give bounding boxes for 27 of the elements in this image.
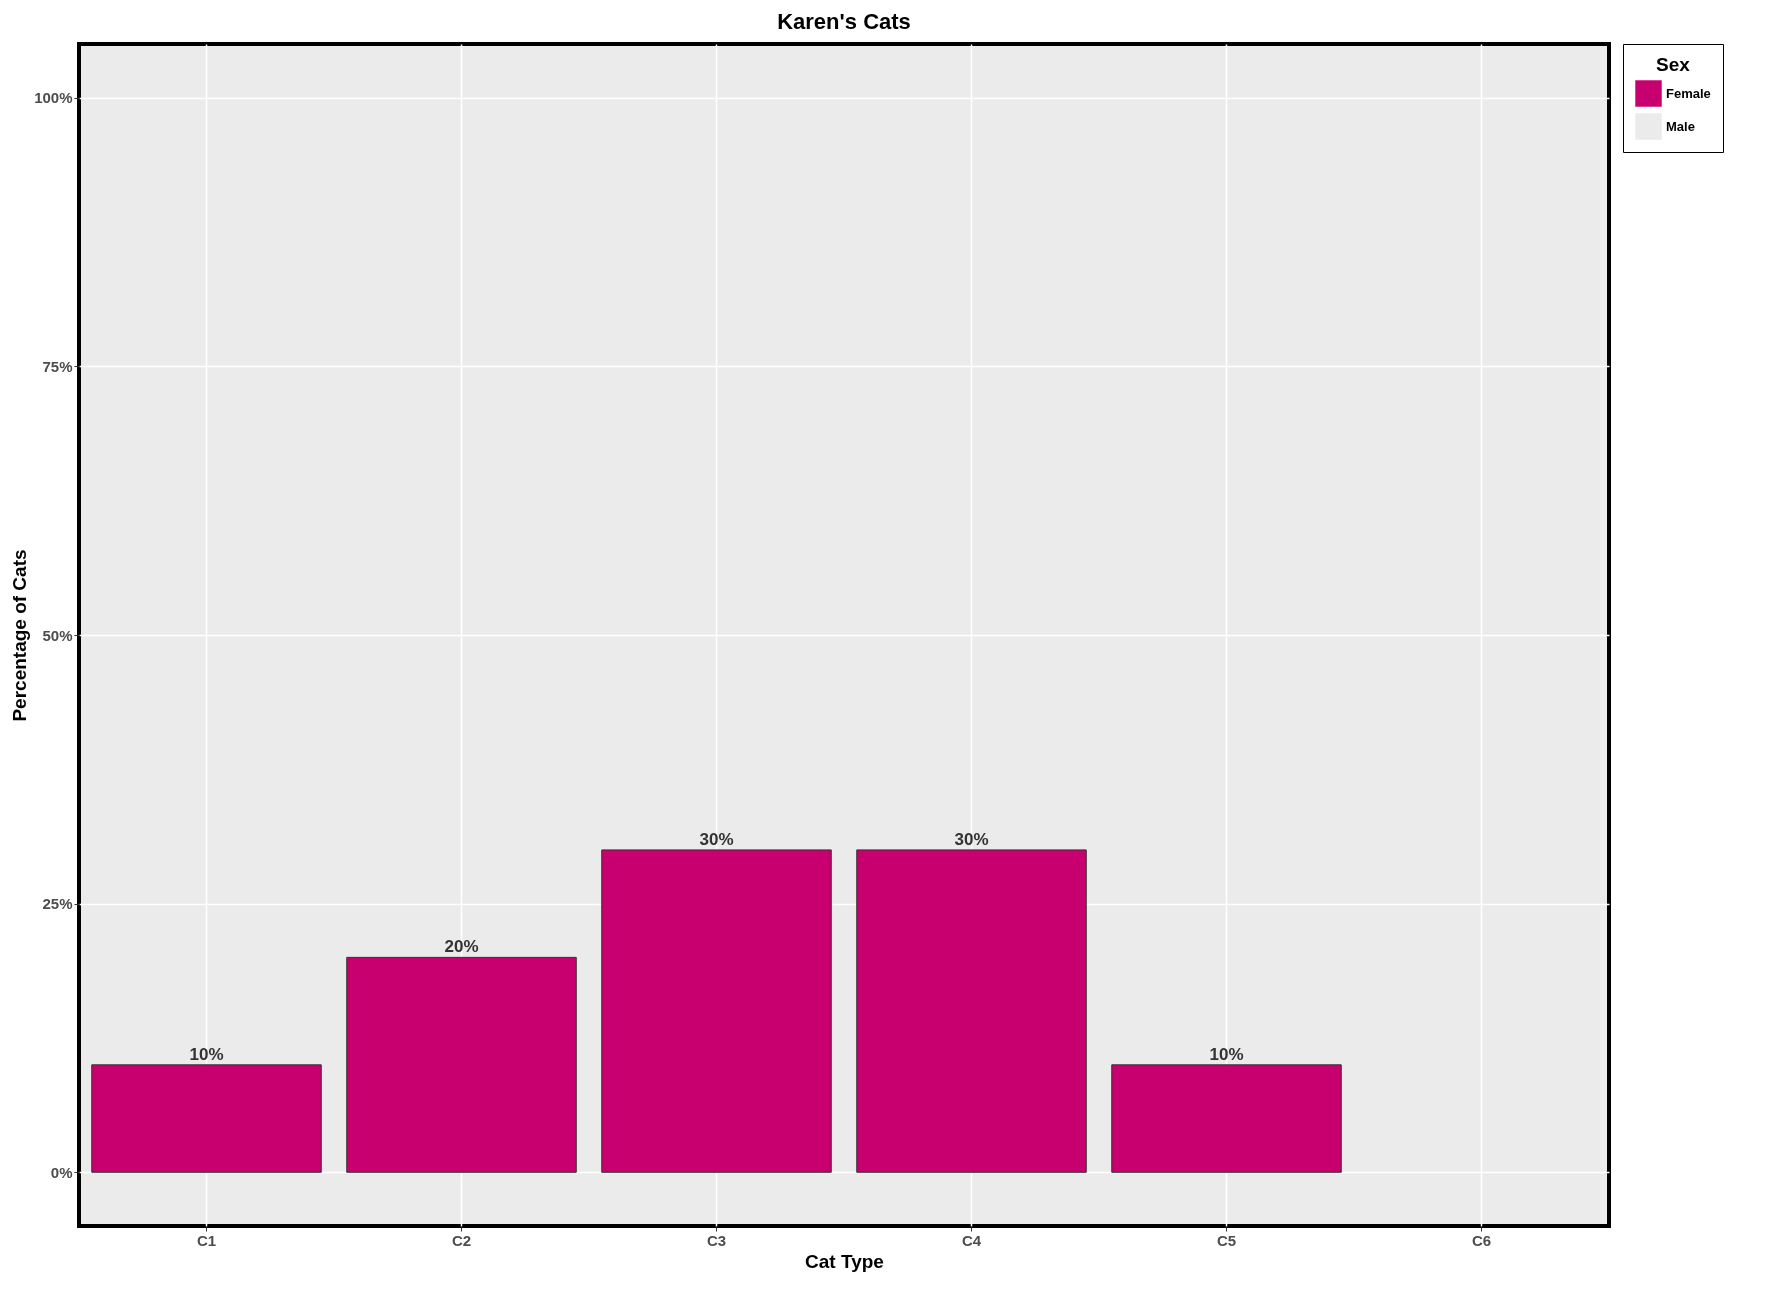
- y-tick-label: 100%: [34, 89, 73, 107]
- data-label: 30%: [954, 829, 989, 849]
- legend-title: Sex: [1656, 54, 1691, 75]
- x-tick-label: C3: [706, 1231, 727, 1249]
- x-tick-label: C5: [1216, 1231, 1237, 1249]
- y-tick-label: 75%: [42, 357, 73, 375]
- x-tick-label: C6: [1471, 1231, 1492, 1249]
- x-axis-title: Cat Type: [805, 1250, 884, 1272]
- data-label: 20%: [444, 937, 479, 957]
- x-tick-label: C2: [451, 1231, 472, 1249]
- legend-label: Male: [1666, 118, 1695, 134]
- data-label: 30%: [699, 829, 734, 849]
- y-axis-title: Percentage of Cats: [9, 549, 31, 722]
- chart-title: Karen's Cats: [777, 8, 911, 34]
- data-label: 10%: [189, 1044, 224, 1064]
- legend-label: Female: [1666, 85, 1711, 101]
- data-label: 10%: [1209, 1044, 1244, 1064]
- y-tick-label: 50%: [42, 626, 73, 644]
- x-tick-label: C1: [196, 1231, 217, 1249]
- y-tick-label: 25%: [42, 895, 73, 913]
- bar: [1111, 1064, 1342, 1173]
- bar: [856, 849, 1087, 1173]
- bar: [91, 1064, 322, 1173]
- x-tick-label: C4: [961, 1231, 982, 1249]
- bar: [346, 956, 577, 1173]
- bar: [601, 849, 832, 1173]
- y-tick-label: 0%: [50, 1163, 73, 1181]
